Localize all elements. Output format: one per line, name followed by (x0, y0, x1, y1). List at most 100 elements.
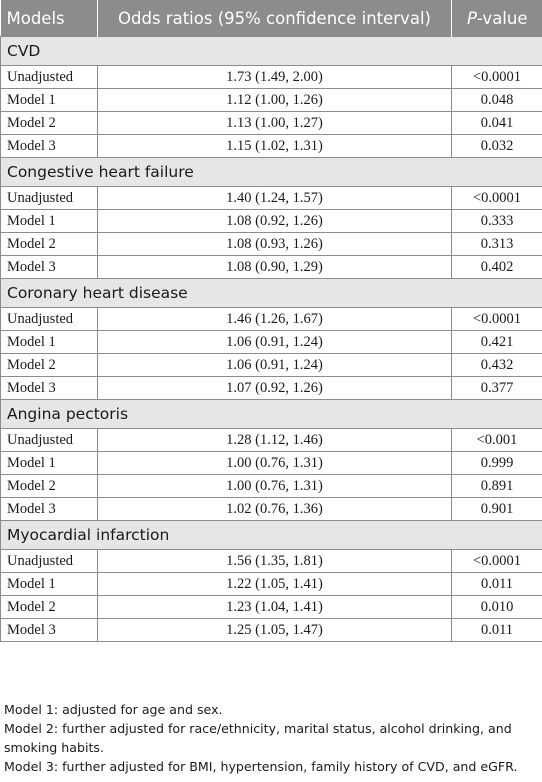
table-row: Model 2 1.06 (0.91, 1.24) 0.432 (0, 353, 542, 377)
p-value-cell: 0.011 (451, 618, 542, 642)
model-cell: Unadjusted (0, 549, 98, 573)
model-cell: Model 2 (0, 474, 98, 498)
section-title: Congestive heart failure (0, 157, 542, 187)
p-value-cell: 0.011 (451, 572, 542, 596)
table-row: Unadjusted 1.73 (1.49, 2.00) <0.0001 (0, 65, 542, 89)
model-cell: Unadjusted (0, 186, 98, 210)
model-cell: Model 2 (0, 595, 98, 619)
footnote-model-2: Model 2: further adjusted for race/ethni… (4, 721, 512, 755)
section-header-row: Congestive heart failure (0, 157, 542, 187)
odds-ratio-cell: 1.00 (0.76, 1.31) (97, 451, 452, 475)
odds-ratio-cell: 1.73 (1.49, 2.00) (97, 65, 452, 89)
p-value-cell: 0.377 (451, 376, 542, 400)
table-row: Model 3 1.25 (1.05, 1.47) 0.011 (0, 618, 542, 642)
model-cell: Unadjusted (0, 65, 98, 89)
model-cell: Model 2 (0, 232, 98, 256)
p-value-cell: 0.041 (451, 111, 542, 135)
odds-ratio-table: Models Odds ratios (95% confidence inter… (0, 0, 542, 642)
section-title: CVD (0, 36, 542, 66)
header-odds-ratios: Odds ratios (95% confidence interval) (97, 0, 452, 37)
table-row: Model 3 1.15 (1.02, 1.31) 0.032 (0, 134, 542, 158)
odds-ratio-cell: 1.13 (1.00, 1.27) (97, 111, 452, 135)
table-row: Model 1 1.12 (1.00, 1.26) 0.048 (0, 88, 542, 112)
model-cell: Model 1 (0, 451, 98, 475)
model-cell: Model 3 (0, 497, 98, 521)
model-cell: Unadjusted (0, 428, 98, 452)
table-row: Model 1 1.06 (0.91, 1.24) 0.421 (0, 330, 542, 354)
p-value-cell: 0.010 (451, 595, 542, 619)
p-value-cell: 0.891 (451, 474, 542, 498)
odds-ratio-cell: 1.22 (1.05, 1.41) (97, 572, 452, 596)
odds-ratio-cell: 1.00 (0.76, 1.31) (97, 474, 452, 498)
model-cell: Model 1 (0, 572, 98, 596)
p-value-cell: 0.901 (451, 497, 542, 521)
header-p-suffix: -value (476, 8, 528, 28)
odds-ratio-cell: 1.12 (1.00, 1.26) (97, 88, 452, 112)
model-cell: Model 3 (0, 255, 98, 279)
p-value-cell: 0.402 (451, 255, 542, 279)
p-value-cell: 0.048 (451, 88, 542, 112)
table-body: CVD Unadjusted 1.73 (1.49, 2.00) <0.0001 Mod… (0, 36, 542, 642)
table-row: Model 2 1.00 (0.76, 1.31) 0.891 (0, 474, 542, 498)
p-value-cell: 0.333 (451, 209, 542, 233)
model-cell: Model 1 (0, 88, 98, 112)
table-row: Model 2 1.23 (1.04, 1.41) 0.010 (0, 595, 542, 619)
odds-ratio-cell: 1.08 (0.90, 1.29) (97, 255, 452, 279)
p-value-cell: <0.0001 (451, 307, 542, 331)
odds-ratio-table-container: Models Odds ratios (95% confidence inter… (0, 0, 542, 642)
model-cell: Unadjusted (0, 307, 98, 331)
table-row: Model 1 1.00 (0.76, 1.31) 0.999 (0, 451, 542, 475)
odds-ratio-cell: 1.56 (1.35, 1.81) (97, 549, 452, 573)
odds-ratio-cell: 1.28 (1.12, 1.46) (97, 428, 452, 452)
section-header-row: CVD (0, 36, 542, 66)
table-row: Model 1 1.22 (1.05, 1.41) 0.011 (0, 572, 542, 596)
odds-ratio-cell: 1.08 (0.93, 1.26) (97, 232, 452, 256)
table-row: Unadjusted 1.56 (1.35, 1.81) <0.0001 (0, 549, 542, 573)
p-value-cell: 0.999 (451, 451, 542, 475)
p-value-cell: 0.313 (451, 232, 542, 256)
section-header-row: Angina pectoris (0, 399, 542, 429)
odds-ratio-cell: 1.07 (0.92, 1.26) (97, 376, 452, 400)
odds-ratio-cell: 1.46 (1.26, 1.67) (97, 307, 452, 331)
model-cell: Model 1 (0, 330, 98, 354)
p-value-cell: <0.0001 (451, 549, 542, 573)
section-title: Myocardial infarction (0, 520, 542, 550)
section-title: Angina pectoris (0, 399, 542, 429)
odds-ratio-cell: 1.06 (0.91, 1.24) (97, 330, 452, 354)
p-value-cell: <0.001 (451, 428, 542, 452)
footnote-model-3: Model 3: further adjusted for BMI, hyper… (4, 759, 518, 774)
p-value-cell: 0.432 (451, 353, 542, 377)
table-footnotes: Model 1: adjusted for age and sex. Model… (4, 700, 542, 776)
table-row: Model 3 1.02 (0.76, 1.36) 0.901 (0, 497, 542, 521)
header-models: Models (0, 0, 98, 37)
table-header: Models Odds ratios (95% confidence inter… (0, 0, 542, 37)
table-row: Model 2 1.13 (1.00, 1.27) 0.041 (0, 111, 542, 135)
odds-ratio-cell: 1.02 (0.76, 1.36) (97, 497, 452, 521)
odds-ratio-cell: 1.08 (0.92, 1.26) (97, 209, 452, 233)
table-row: Model 3 1.08 (0.90, 1.29) 0.402 (0, 255, 542, 279)
model-cell: Model 3 (0, 134, 98, 158)
section-title: Coronary heart disease (0, 278, 542, 308)
model-cell: Model 2 (0, 353, 98, 377)
section-header-row: Myocardial infarction (0, 520, 542, 550)
header-p-value: P-value (451, 0, 542, 37)
table-row: Model 1 1.08 (0.92, 1.26) 0.333 (0, 209, 542, 233)
section-header-row: Coronary heart disease (0, 278, 542, 308)
p-value-cell: <0.0001 (451, 65, 542, 89)
model-cell: Model 2 (0, 111, 98, 135)
table-row: Unadjusted 1.40 (1.24, 1.57) <0.0001 (0, 186, 542, 210)
footnote-model-1: Model 1: adjusted for age and sex. (4, 702, 223, 717)
model-cell: Model 3 (0, 618, 98, 642)
p-value-cell: 0.032 (451, 134, 542, 158)
table-row: Unadjusted 1.28 (1.12, 1.46) <0.001 (0, 428, 542, 452)
odds-ratio-cell: 1.25 (1.05, 1.47) (97, 618, 452, 642)
table-row: Model 2 1.08 (0.93, 1.26) 0.313 (0, 232, 542, 256)
odds-ratio-cell: 1.06 (0.91, 1.24) (97, 353, 452, 377)
model-cell: Model 3 (0, 376, 98, 400)
header-p-letter: P (466, 8, 477, 28)
table-row: Model 3 1.07 (0.92, 1.26) 0.377 (0, 376, 542, 400)
p-value-cell: <0.0001 (451, 186, 542, 210)
table-row: Unadjusted 1.46 (1.26, 1.67) <0.0001 (0, 307, 542, 331)
p-value-cell: 0.421 (451, 330, 542, 354)
odds-ratio-cell: 1.40 (1.24, 1.57) (97, 186, 452, 210)
